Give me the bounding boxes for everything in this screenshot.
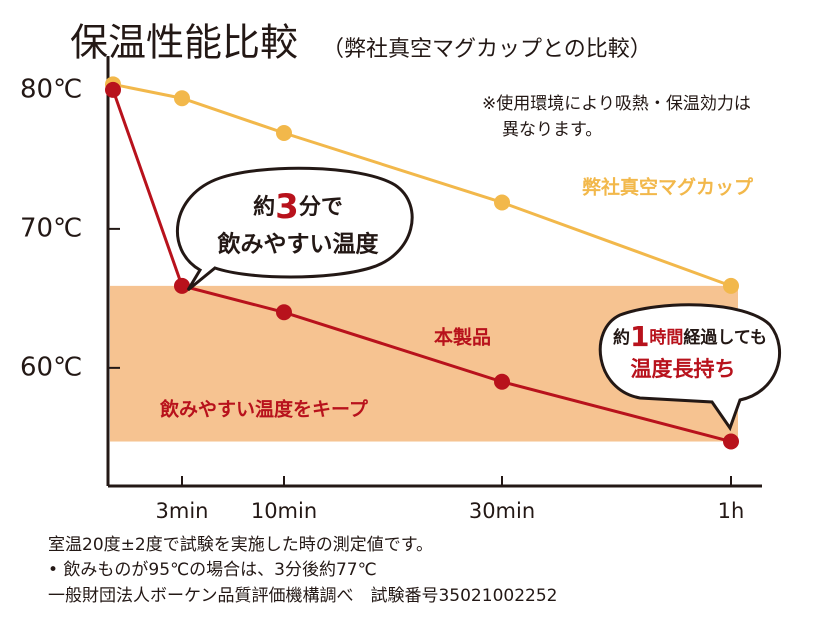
callout-part: 時間	[649, 327, 683, 348]
marker	[105, 81, 121, 98]
footnote: 一般財団法人ボーケン品質評価機構調べ 試験番号35021002252	[48, 586, 557, 606]
callout-text: 約1時間経過しても	[613, 320, 767, 353]
marker	[723, 277, 739, 294]
marker	[494, 373, 510, 390]
marker	[276, 304, 292, 321]
callout-part: 約	[253, 194, 275, 220]
marker	[494, 194, 510, 211]
x-tick-label: 3min	[156, 499, 209, 523]
series-label: 弊社真空マグカップ	[582, 176, 754, 199]
chart-title: 保温性能比較	[70, 21, 298, 65]
callout-text: 約3分で	[253, 187, 343, 227]
marker	[276, 124, 292, 141]
callout-part: 分で	[299, 195, 343, 220]
y-tick-label: 70℃	[20, 213, 82, 243]
chart-subtitle: （弊社真空マグカップとの比較）	[322, 37, 652, 62]
note: 異なります。	[502, 120, 602, 140]
callout-part: 経過しても	[683, 327, 767, 348]
marker	[174, 90, 190, 107]
callout-text: 温度長持ち	[631, 357, 736, 381]
callout-part: 約	[613, 327, 630, 348]
note: ※使用環境により吸熱・保温効力は	[482, 93, 751, 114]
callout-text: 飲みやすい温度	[217, 231, 380, 258]
callout-bubble	[176, 166, 414, 292]
x-tick-label: 10min	[251, 499, 317, 523]
marker	[174, 277, 190, 294]
y-tick-label: 80℃	[20, 74, 82, 104]
band-label: 飲みやすい温度をキープ	[159, 398, 369, 421]
marker	[723, 433, 739, 450]
series-label: 本製品	[434, 326, 491, 349]
x-tick-label: 1h	[718, 499, 745, 523]
callout-part: 3	[275, 187, 299, 227]
y-tick-label: 60℃	[20, 352, 82, 382]
footnote: • 飲みものが95℃の場合は、3分後約77℃	[48, 560, 377, 580]
footnote: 室温20度±2度で試験を実施した時の測定値です。	[48, 535, 433, 555]
callout-part: 1	[630, 320, 649, 353]
x-tick-label: 30min	[469, 499, 535, 523]
callout-bubble	[598, 303, 781, 432]
